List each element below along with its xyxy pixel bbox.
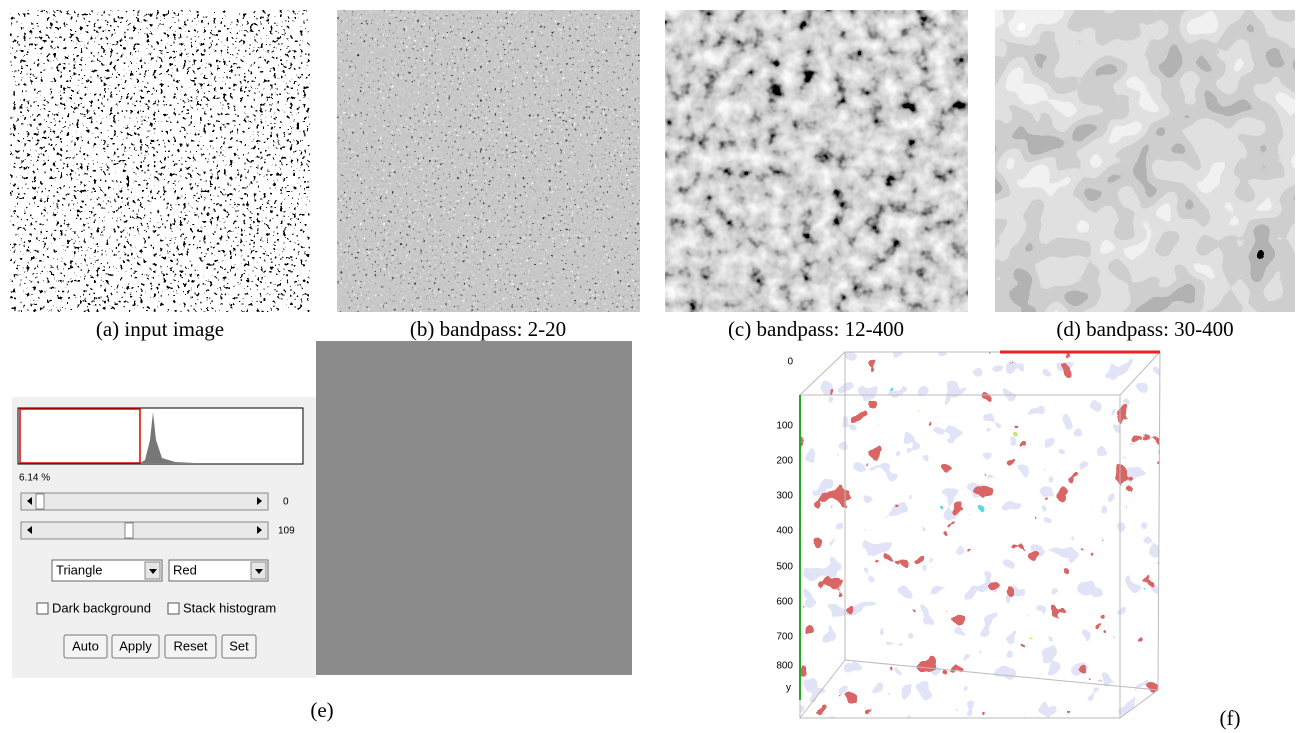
button-label: Apply [119,638,152,653]
checkbox[interactable] [37,603,48,614]
display-value: Red [173,562,197,577]
threshold-overlay [316,341,632,675]
figure-canvas: (a) input image (b) bandpass: 2-20 (c) b… [0,0,1296,733]
axis-tick-label: 800 [776,661,793,672]
slider[interactable] [21,493,268,510]
button-label: Auto [72,638,99,653]
button-label: Reset [174,638,208,653]
slider-value: 0 [283,497,289,508]
caption: (d) bandpass: 30-400 [1056,317,1233,341]
method-value: Triangle [56,562,102,577]
axis-tick-label: 600 [776,597,793,608]
bandpass-image [995,10,1295,312]
threshold-dialog: 6.14 % 0 109 Triangle Red Dark backgroun… [12,397,316,678]
checkbox[interactable] [168,603,179,614]
axis-tick-label: 100 [776,421,793,432]
slider[interactable] [21,522,268,539]
axis-tick-label: 400 [776,526,793,537]
input-image [10,10,310,312]
panel-label: (e) [310,698,333,722]
percent-label: 6.14 % [19,473,50,484]
volume-render: 0 100 200 300 400 500 600 700 800 y [776,350,1170,720]
caption: (c) bandpass: 12-400 [728,317,904,341]
checkbox-label: Stack histogram [183,600,276,615]
bandpass-image [665,10,968,312]
caption: (b) bandpass: 2-20 [410,317,566,341]
figure: (a) input image (b) bandpass: 2-20 (c) b… [0,0,1296,733]
panel-label: (f) [1220,706,1241,730]
axis-tick-label: 0 [787,357,793,368]
axis-tick-label: 200 [776,456,793,467]
caption: (a) input image [96,317,224,341]
slider-value: 109 [278,526,295,537]
axis-tick-label: 500 [776,562,793,573]
axis-tick-label: 700 [776,632,793,643]
checkbox-label: Dark background [52,600,151,615]
axis-tick-label: 300 [776,491,793,502]
button-label: Set [229,638,249,653]
bandpass-image [337,10,640,312]
axis-label: y [786,683,791,694]
